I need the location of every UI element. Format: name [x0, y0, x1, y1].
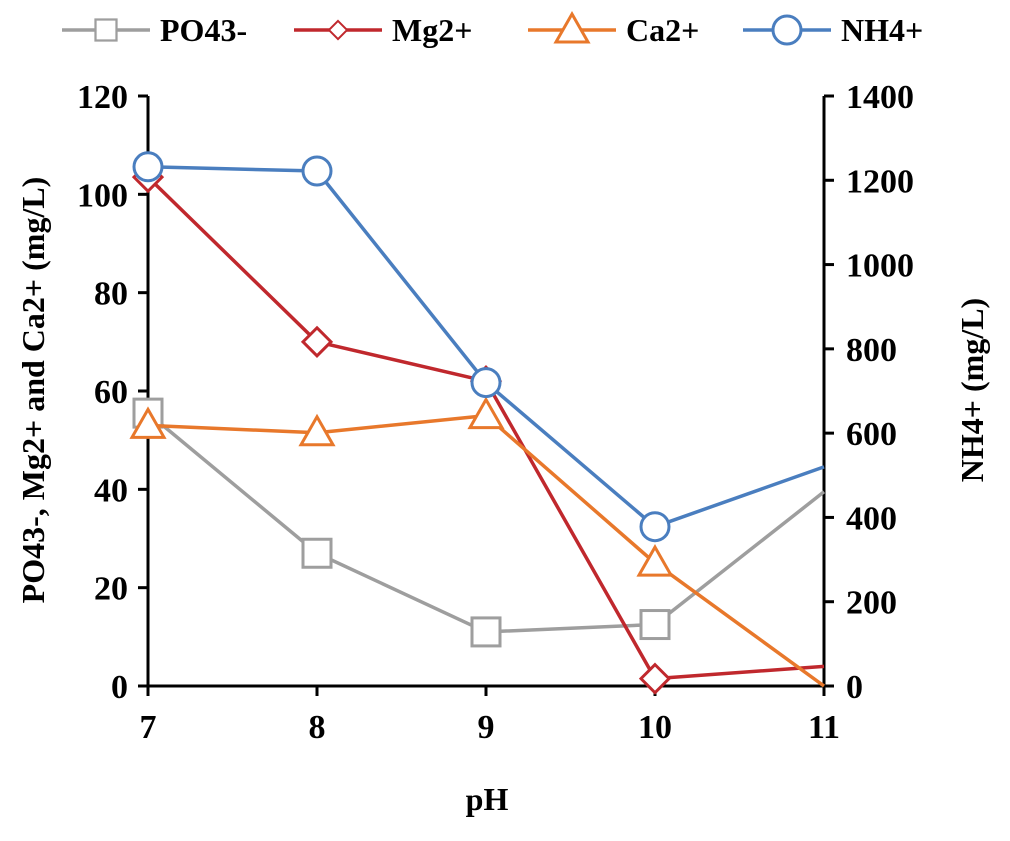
right-y-tick-label: 800	[846, 332, 897, 369]
right-y-tick-label: 1000	[846, 248, 914, 285]
series-line-po43	[146, 411, 826, 634]
series-layer	[129, 151, 826, 695]
right-y-axis-title: NH4+ (mg/L)	[954, 298, 990, 482]
data-point-nh4	[132, 151, 164, 183]
series-nh4	[132, 151, 825, 543]
data-point-po43	[301, 537, 333, 569]
right-y-tick-label: 400	[846, 500, 897, 537]
legend-label-po43: PO43-	[160, 12, 247, 48]
x-tick-label: 7	[140, 709, 157, 746]
left-y-tick-label: 100	[77, 177, 128, 214]
left-y-tick-label: 20	[94, 571, 128, 608]
right-y-tick-label: 1400	[846, 79, 914, 116]
left-y-tick-label: 120	[77, 79, 128, 116]
legend-label-mg2: Mg2+	[392, 12, 472, 48]
data-point-ca2	[636, 544, 674, 577]
left-y-tick-label: 40	[94, 472, 128, 509]
series-line-nh4	[147, 165, 825, 529]
right-y-tick-label: 1200	[846, 163, 914, 200]
legend-item-nh4: NH4+	[743, 12, 923, 48]
left-y-tick-label: 60	[94, 374, 128, 411]
data-point-po43	[470, 616, 502, 648]
legend-marker-mg2	[327, 19, 349, 41]
legend-item-po43: PO43-	[62, 12, 247, 48]
legend-marker-nh4	[771, 14, 803, 46]
data-point-nh4	[639, 511, 671, 543]
data-point-nh4	[470, 367, 502, 399]
legend-label-ca2: Ca2+	[626, 12, 699, 48]
axes: 7 8 9 10 11020406080100120020040060080010001…	[77, 79, 914, 746]
left-y-axis-title: PO43-, Mg2+ and Ca2+ (mg/L)	[15, 177, 51, 604]
right-y-tick-label: 600	[846, 416, 897, 453]
left-y-tick-label: 0	[111, 669, 128, 706]
legend-item-mg2: Mg2+	[294, 12, 472, 48]
data-point-ca2	[129, 406, 167, 439]
legend: PO43- Mg2+ Ca2+ NH4+	[62, 10, 923, 48]
data-point-nh4	[301, 155, 333, 187]
series-ca2	[129, 396, 826, 688]
data-point-ca2	[298, 413, 336, 447]
legend-marker-ca2	[553, 10, 591, 44]
x-axis-title: pH	[466, 781, 509, 817]
legend-item-ca2: Ca2+	[528, 10, 699, 48]
left-y-tick-label: 80	[94, 276, 128, 313]
series-po43	[132, 397, 826, 648]
legend-marker-po43	[94, 18, 118, 42]
right-y-tick-label: 200	[846, 585, 897, 622]
x-tick-label: 11	[808, 709, 840, 746]
data-point-ca2	[467, 396, 505, 430]
data-point-mg2	[300, 325, 334, 358]
x-tick-label: 10	[638, 709, 672, 746]
data-point-mg2	[638, 662, 672, 695]
x-tick-label: 8	[309, 709, 326, 746]
data-point-po43	[639, 609, 671, 641]
right-y-tick-label: 0	[846, 669, 863, 706]
x-tick-label: 9	[478, 709, 495, 746]
legend-label-nh4: NH4+	[841, 12, 923, 48]
